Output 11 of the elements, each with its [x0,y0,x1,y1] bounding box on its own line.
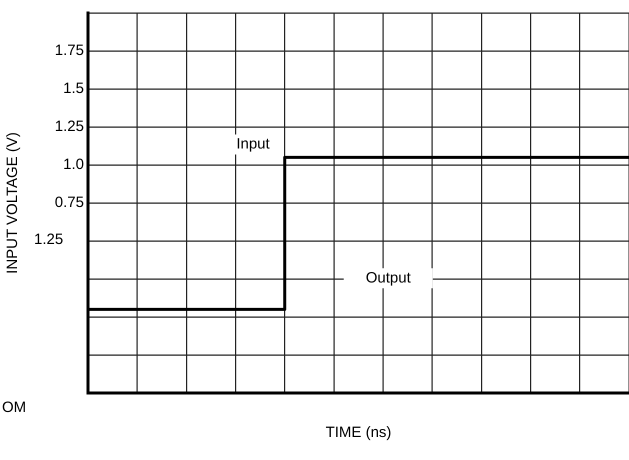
y-axis-title: INPUT VOLTAGE (V) [4,132,22,274]
y-tick-label: 1.0 [63,156,84,174]
y-tick-label: 1.75 [54,42,84,60]
y-tick-label: 1.5 [63,80,84,98]
text: 1.25 [34,231,64,248]
annotation: Output [366,269,412,286]
annotation: Input [236,136,271,153]
text: OM [2,399,26,416]
x-axis-title: TIME (ns) [326,424,392,442]
y-tick-label: 1.25 [54,118,84,136]
y-tick-label: 0.75 [54,194,84,212]
